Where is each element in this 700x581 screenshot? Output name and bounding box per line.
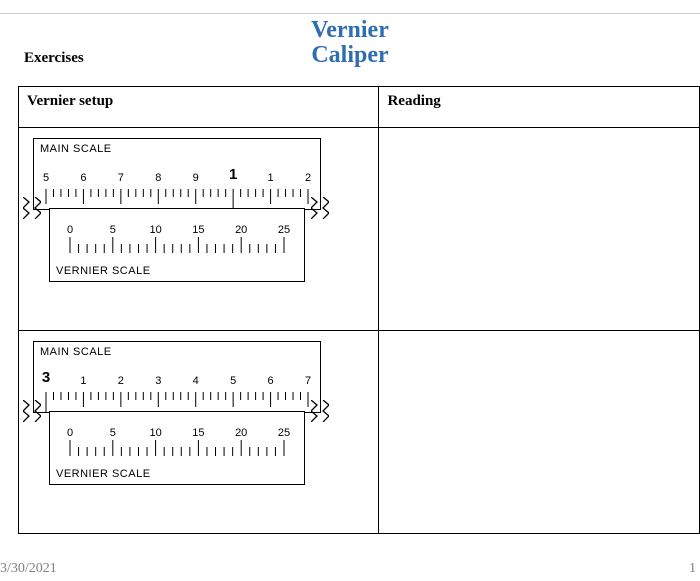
svg-text:20: 20	[235, 224, 247, 236]
svg-text:7: 7	[305, 375, 311, 387]
svg-text:2: 2	[118, 375, 124, 387]
svg-text:15: 15	[192, 427, 204, 439]
svg-text:3: 3	[155, 375, 161, 387]
svg-text:0: 0	[67, 224, 73, 236]
cell-reading-1	[379, 128, 700, 331]
cell-setup-2: MAIN SCALE 3 1 2 3 4 5 6 7 VERNIER SCALE 0 5 10 15 20 2…	[19, 331, 379, 534]
svg-text:2: 2	[305, 172, 311, 184]
vernier-scale-ticks: 0 5 10 15 20 25	[50, 209, 304, 253]
page: Vernier Caliper Exercises Vernier setup …	[0, 0, 700, 581]
svg-text:15: 15	[192, 224, 204, 236]
tear-mark	[23, 197, 41, 219]
vernier-figure-1: MAIN SCALE 5 6 7 8 9 1 1 2 VERNIER SCALE 0 5 10 15 20 2…	[27, 134, 327, 294]
top-rule	[0, 13, 700, 14]
footer-date: 3/30/2021	[0, 561, 57, 577]
exercises-heading: Exercises	[24, 50, 84, 67]
tear-mark	[311, 197, 329, 219]
main-scale-ticks: 5 6 7 8 9 1 1 2	[34, 163, 320, 209]
table-row: MAIN SCALE 3 1 2 3 4 5 6 7 VERNIER SCALE 0 5 10 15 20 2…	[19, 331, 700, 534]
tear-mark	[23, 400, 41, 422]
svg-text:1: 1	[80, 375, 86, 387]
main-scale-panel: MAIN SCALE 5 6 7 8 9 1 1 2	[33, 138, 321, 210]
vernier-figure-2: MAIN SCALE 3 1 2 3 4 5 6 7 VERNIER SCALE 0 5 10 15 20 2…	[27, 337, 327, 497]
vernier-scale-ticks: 0 5 10 15 20 25	[50, 412, 304, 456]
title-line1: Vernier	[311, 17, 389, 43]
svg-text:8: 8	[155, 172, 161, 184]
svg-text:9: 9	[193, 172, 199, 184]
table-header-row: Vernier setup Reading	[19, 87, 700, 128]
vernier-scale-panel: VERNIER SCALE 0 5 10 15 20 25	[49, 411, 305, 485]
vernier-scale-label: VERNIER SCALE	[56, 468, 151, 480]
svg-text:1: 1	[229, 166, 237, 183]
svg-text:6: 6	[268, 375, 274, 387]
svg-text:5: 5	[110, 427, 116, 439]
svg-text:20: 20	[235, 427, 247, 439]
table-row: MAIN SCALE 5 6 7 8 9 1 1 2 VERNIER SCALE 0 5 10 15 20 2…	[19, 128, 700, 331]
svg-text:5: 5	[43, 172, 49, 184]
cell-reading-2	[379, 331, 700, 534]
svg-text:1: 1	[268, 172, 274, 184]
col-header-reading: Reading	[379, 87, 700, 128]
svg-text:6: 6	[80, 172, 86, 184]
svg-text:10: 10	[149, 224, 161, 236]
main-scale-label: MAIN SCALE	[40, 346, 112, 358]
col-header-setup: Vernier setup	[19, 87, 379, 128]
svg-text:25: 25	[278, 427, 290, 439]
tear-mark	[311, 400, 329, 422]
svg-text:5: 5	[230, 375, 236, 387]
footer-page-number: 1	[689, 561, 696, 577]
svg-text:10: 10	[149, 427, 161, 439]
vernier-scale-label: VERNIER SCALE	[56, 265, 151, 277]
main-scale-label: MAIN SCALE	[40, 143, 112, 155]
vernier-scale-panel: VERNIER SCALE 0 5 10 15 20 25	[49, 208, 305, 282]
svg-text:3: 3	[42, 369, 50, 386]
exercises-table: Vernier setup Reading MAIN SCALE 5 6 7 8 9 1 1 2…	[18, 86, 700, 534]
svg-text:7: 7	[118, 172, 124, 184]
svg-text:5: 5	[110, 224, 116, 236]
cell-setup-1: MAIN SCALE 5 6 7 8 9 1 1 2 VERNIER SCALE 0 5 10 15 20 2…	[19, 128, 379, 331]
title-line2: Caliper	[311, 42, 388, 68]
main-scale-panel: MAIN SCALE 3 1 2 3 4 5 6 7	[33, 341, 321, 413]
svg-text:4: 4	[193, 375, 199, 387]
page-title: Vernier Caliper	[0, 18, 700, 68]
main-scale-ticks: 3 1 2 3 4 5 6 7	[34, 366, 320, 412]
svg-text:0: 0	[67, 427, 73, 439]
svg-text:25: 25	[278, 224, 290, 236]
